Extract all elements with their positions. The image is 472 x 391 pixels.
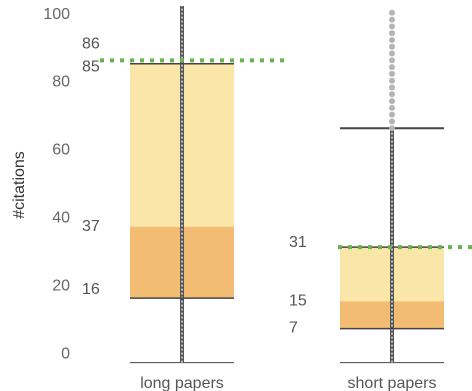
x-axis-categories: long papers short papers (140, 375, 436, 391)
outlier-point (389, 118, 395, 125)
outlier-point (389, 70, 395, 77)
y-tick-label: 0 (61, 345, 70, 362)
y-tick-label: 80 (52, 74, 70, 91)
annotations: 86 85 37 16 31 15 7 (82, 35, 472, 337)
y-tick-label: 20 (52, 277, 70, 294)
outlier-point (389, 16, 395, 23)
outlier-point (389, 125, 395, 132)
outlier-point (389, 36, 395, 43)
boxes (130, 6, 444, 364)
outlier-point (389, 98, 395, 105)
median-label: 15 (289, 292, 307, 309)
x-category-label: long papers (140, 375, 224, 391)
outlier-point (389, 104, 395, 111)
y-axis-label: #citations (11, 151, 28, 219)
outlier-point (389, 91, 395, 98)
median-label: 37 (82, 218, 100, 235)
outlier-point (389, 77, 395, 84)
q1-label: 16 (82, 281, 100, 298)
q1-label: 7 (289, 320, 298, 337)
outlier-point (389, 57, 395, 64)
outlier-point (389, 64, 395, 71)
outlier-point (389, 84, 395, 91)
outlier-point (389, 43, 395, 50)
y-tick-label: 40 (52, 210, 70, 227)
y-tick-label: 60 (52, 142, 70, 159)
outlier-point (389, 23, 395, 30)
x-category-label: short papers (348, 375, 437, 391)
reference-label: 86 (82, 35, 100, 52)
outlier-point (389, 111, 395, 118)
outlier-point (389, 30, 395, 37)
q3-label: 85 (82, 59, 100, 76)
q3-label: 31 (289, 234, 307, 251)
y-tick-label: 100 (43, 6, 70, 23)
outlier-point (389, 50, 395, 57)
outlier-point (389, 9, 395, 16)
y-axis-ticks: 0 20 40 60 80 100 (43, 6, 70, 363)
